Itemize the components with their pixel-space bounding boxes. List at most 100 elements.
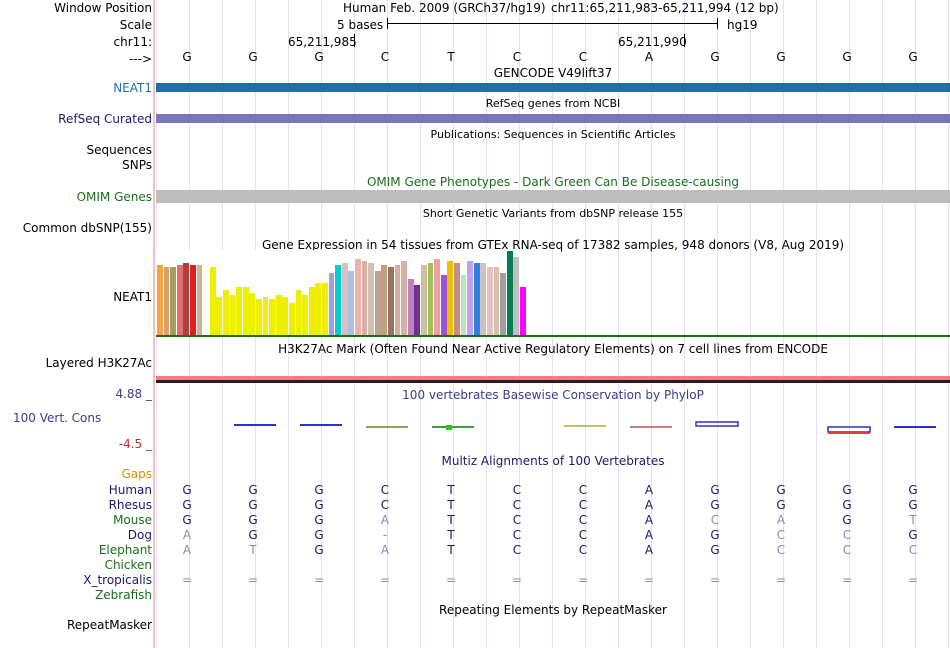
gtex-tissue-bar[interactable] (315, 283, 322, 335)
species-base: C (380, 483, 390, 497)
species-label[interactable]: Human (108, 483, 152, 497)
gtex-tissue-bar[interactable] (302, 295, 308, 335)
gtex-gene-label[interactable]: NEAT1 (113, 290, 152, 304)
gtex-expression-chart[interactable] (156, 250, 536, 336)
gtex-tissue-bar[interactable] (520, 287, 526, 335)
gtex-tissue-bar[interactable] (216, 297, 223, 335)
gtex-tissue-bar[interactable] (480, 263, 487, 335)
repeatmasker-label[interactable]: RepeatMasker (66, 618, 152, 632)
gtex-tissue-bar[interactable] (388, 267, 394, 335)
phylop-label[interactable]: 100 Vert. Cons (13, 411, 102, 425)
gtex-tissue-bar[interactable] (401, 261, 407, 335)
gtex-tissue-bar[interactable] (493, 267, 500, 335)
gtex-tissue-bar[interactable] (355, 259, 361, 335)
gtex-tissue-bar[interactable] (282, 297, 289, 335)
refseq-label[interactable]: RefSeq Curated (58, 112, 152, 126)
gtex-tissue-bar[interactable] (427, 263, 434, 335)
gtex-tissue-bar[interactable] (236, 287, 242, 335)
species-label[interactable]: Elephant (98, 543, 152, 557)
gtex-tissue-bar[interactable] (176, 265, 183, 335)
gtex-tissue-bar[interactable] (183, 263, 190, 335)
gtex-tissue-bar[interactable] (341, 263, 348, 335)
chrom-label: chr11: (113, 35, 152, 49)
gtex-tissue-bar[interactable] (209, 267, 216, 335)
species-base: T (447, 498, 455, 512)
gtex-tissue-bar[interactable] (163, 267, 170, 335)
gtex-tissue-bar[interactable] (308, 287, 315, 335)
gtex-tissue-bar[interactable] (196, 265, 203, 335)
omim-bar[interactable] (156, 190, 950, 203)
species-base: = (775, 573, 787, 587)
omim-label[interactable]: OMIM Genes (76, 190, 152, 204)
multiz-title: Multiz Alignments of 100 Vertebrates (441, 454, 665, 468)
gtex-tissue-bar[interactable] (440, 275, 447, 335)
gtex-tissue-bar[interactable] (242, 287, 249, 335)
gtex-tissue-bar[interactable] (348, 271, 355, 335)
gtex-tissue-bar[interactable] (513, 257, 520, 335)
gtex-tissue-bar[interactable] (223, 290, 229, 335)
gtex-tissue-bar[interactable] (229, 295, 236, 335)
gtex-tissue-bar[interactable] (275, 295, 282, 335)
gtex-tissue-bar[interactable] (454, 263, 460, 335)
gtex-tissue-bar[interactable] (262, 297, 269, 335)
gtex-tissue-bar[interactable] (203, 263, 209, 335)
gtex-tissue-bar[interactable] (500, 273, 506, 335)
omim-title: OMIM Gene Phenotypes - Dark Green Can Be… (366, 175, 740, 189)
h3k27ac-signal-pink[interactable] (156, 376, 950, 380)
species-label[interactable]: Zebrafish (95, 588, 152, 602)
gtex-tissue-bar[interactable] (368, 263, 374, 335)
species-base: G (314, 498, 324, 512)
gtex-tissue-bar[interactable] (421, 265, 427, 335)
species-base: = (247, 573, 259, 587)
gtex-tissue-bar[interactable] (394, 265, 401, 335)
gencode-gene-label[interactable]: NEAT1 (113, 81, 152, 95)
species-label[interactable]: Chicken (104, 558, 152, 572)
reference-base: C (578, 50, 588, 64)
reference-base: G (842, 50, 852, 64)
snps-label[interactable]: SNPs (122, 158, 152, 172)
neat1-gene-bar[interactable] (156, 83, 950, 92)
species-base: A (182, 543, 192, 557)
gtex-tissue-bar[interactable] (322, 283, 328, 335)
gtex-tissue-bar[interactable] (447, 261, 454, 335)
gtex-tissue-bar[interactable] (269, 299, 275, 335)
gtex-tissue-bar[interactable] (256, 299, 262, 335)
gtex-tissue-bar[interactable] (361, 261, 368, 335)
gtex-tissue-bar[interactable] (473, 263, 480, 335)
gtex-tissue-bar[interactable] (295, 290, 302, 335)
species-base: T (447, 483, 455, 497)
gtex-tissue-bar[interactable] (289, 303, 295, 335)
gtex-tissue-bar[interactable] (374, 271, 381, 335)
gtex-tissue-bar[interactable] (407, 279, 414, 335)
gtex-tissue-bar[interactable] (506, 251, 513, 335)
gtex-tissue-bar[interactable] (335, 265, 341, 335)
species-base: T (249, 543, 257, 557)
refseq-gene-bar[interactable] (156, 114, 950, 123)
gtex-tissue-bar[interactable] (157, 265, 163, 335)
gencode-title: GENCODE V49lift37 (493, 66, 613, 80)
position-text[interactable]: chr11:65,211,983-65,211,994 (12 bp) (551, 1, 779, 15)
species-label[interactable]: Dog (127, 528, 152, 542)
phylop-plot[interactable] (156, 412, 950, 442)
species-label[interactable]: Rhesus (108, 498, 152, 512)
sequences-label[interactable]: Sequences (86, 143, 152, 157)
grid-line (585, 0, 586, 648)
gtex-tissue-bar[interactable] (170, 267, 176, 335)
gtex-tissue-bar[interactable] (190, 265, 196, 335)
dbsnp-label[interactable]: Common dbSNP(155) (22, 221, 152, 235)
h3k27ac-label[interactable]: Layered H3K27Ac (45, 356, 152, 370)
gaps-label[interactable]: Gaps (121, 467, 152, 481)
gtex-tissue-bar[interactable] (249, 293, 256, 335)
gtex-tissue-bar[interactable] (467, 261, 473, 335)
grid-line (552, 0, 553, 648)
gtex-tissue-bar[interactable] (434, 259, 440, 335)
grid-line (651, 0, 652, 648)
gtex-tissue-bar[interactable] (414, 285, 421, 335)
h3k27ac-signal-dark[interactable] (156, 380, 950, 383)
gtex-tissue-bar[interactable] (460, 275, 467, 335)
gtex-tissue-bar[interactable] (328, 273, 335, 335)
gtex-tissue-bar[interactable] (487, 267, 493, 335)
species-label[interactable]: X_tropicalis (83, 573, 152, 587)
gtex-tissue-bar[interactable] (381, 265, 388, 335)
species-label[interactable]: Mouse (113, 513, 152, 527)
